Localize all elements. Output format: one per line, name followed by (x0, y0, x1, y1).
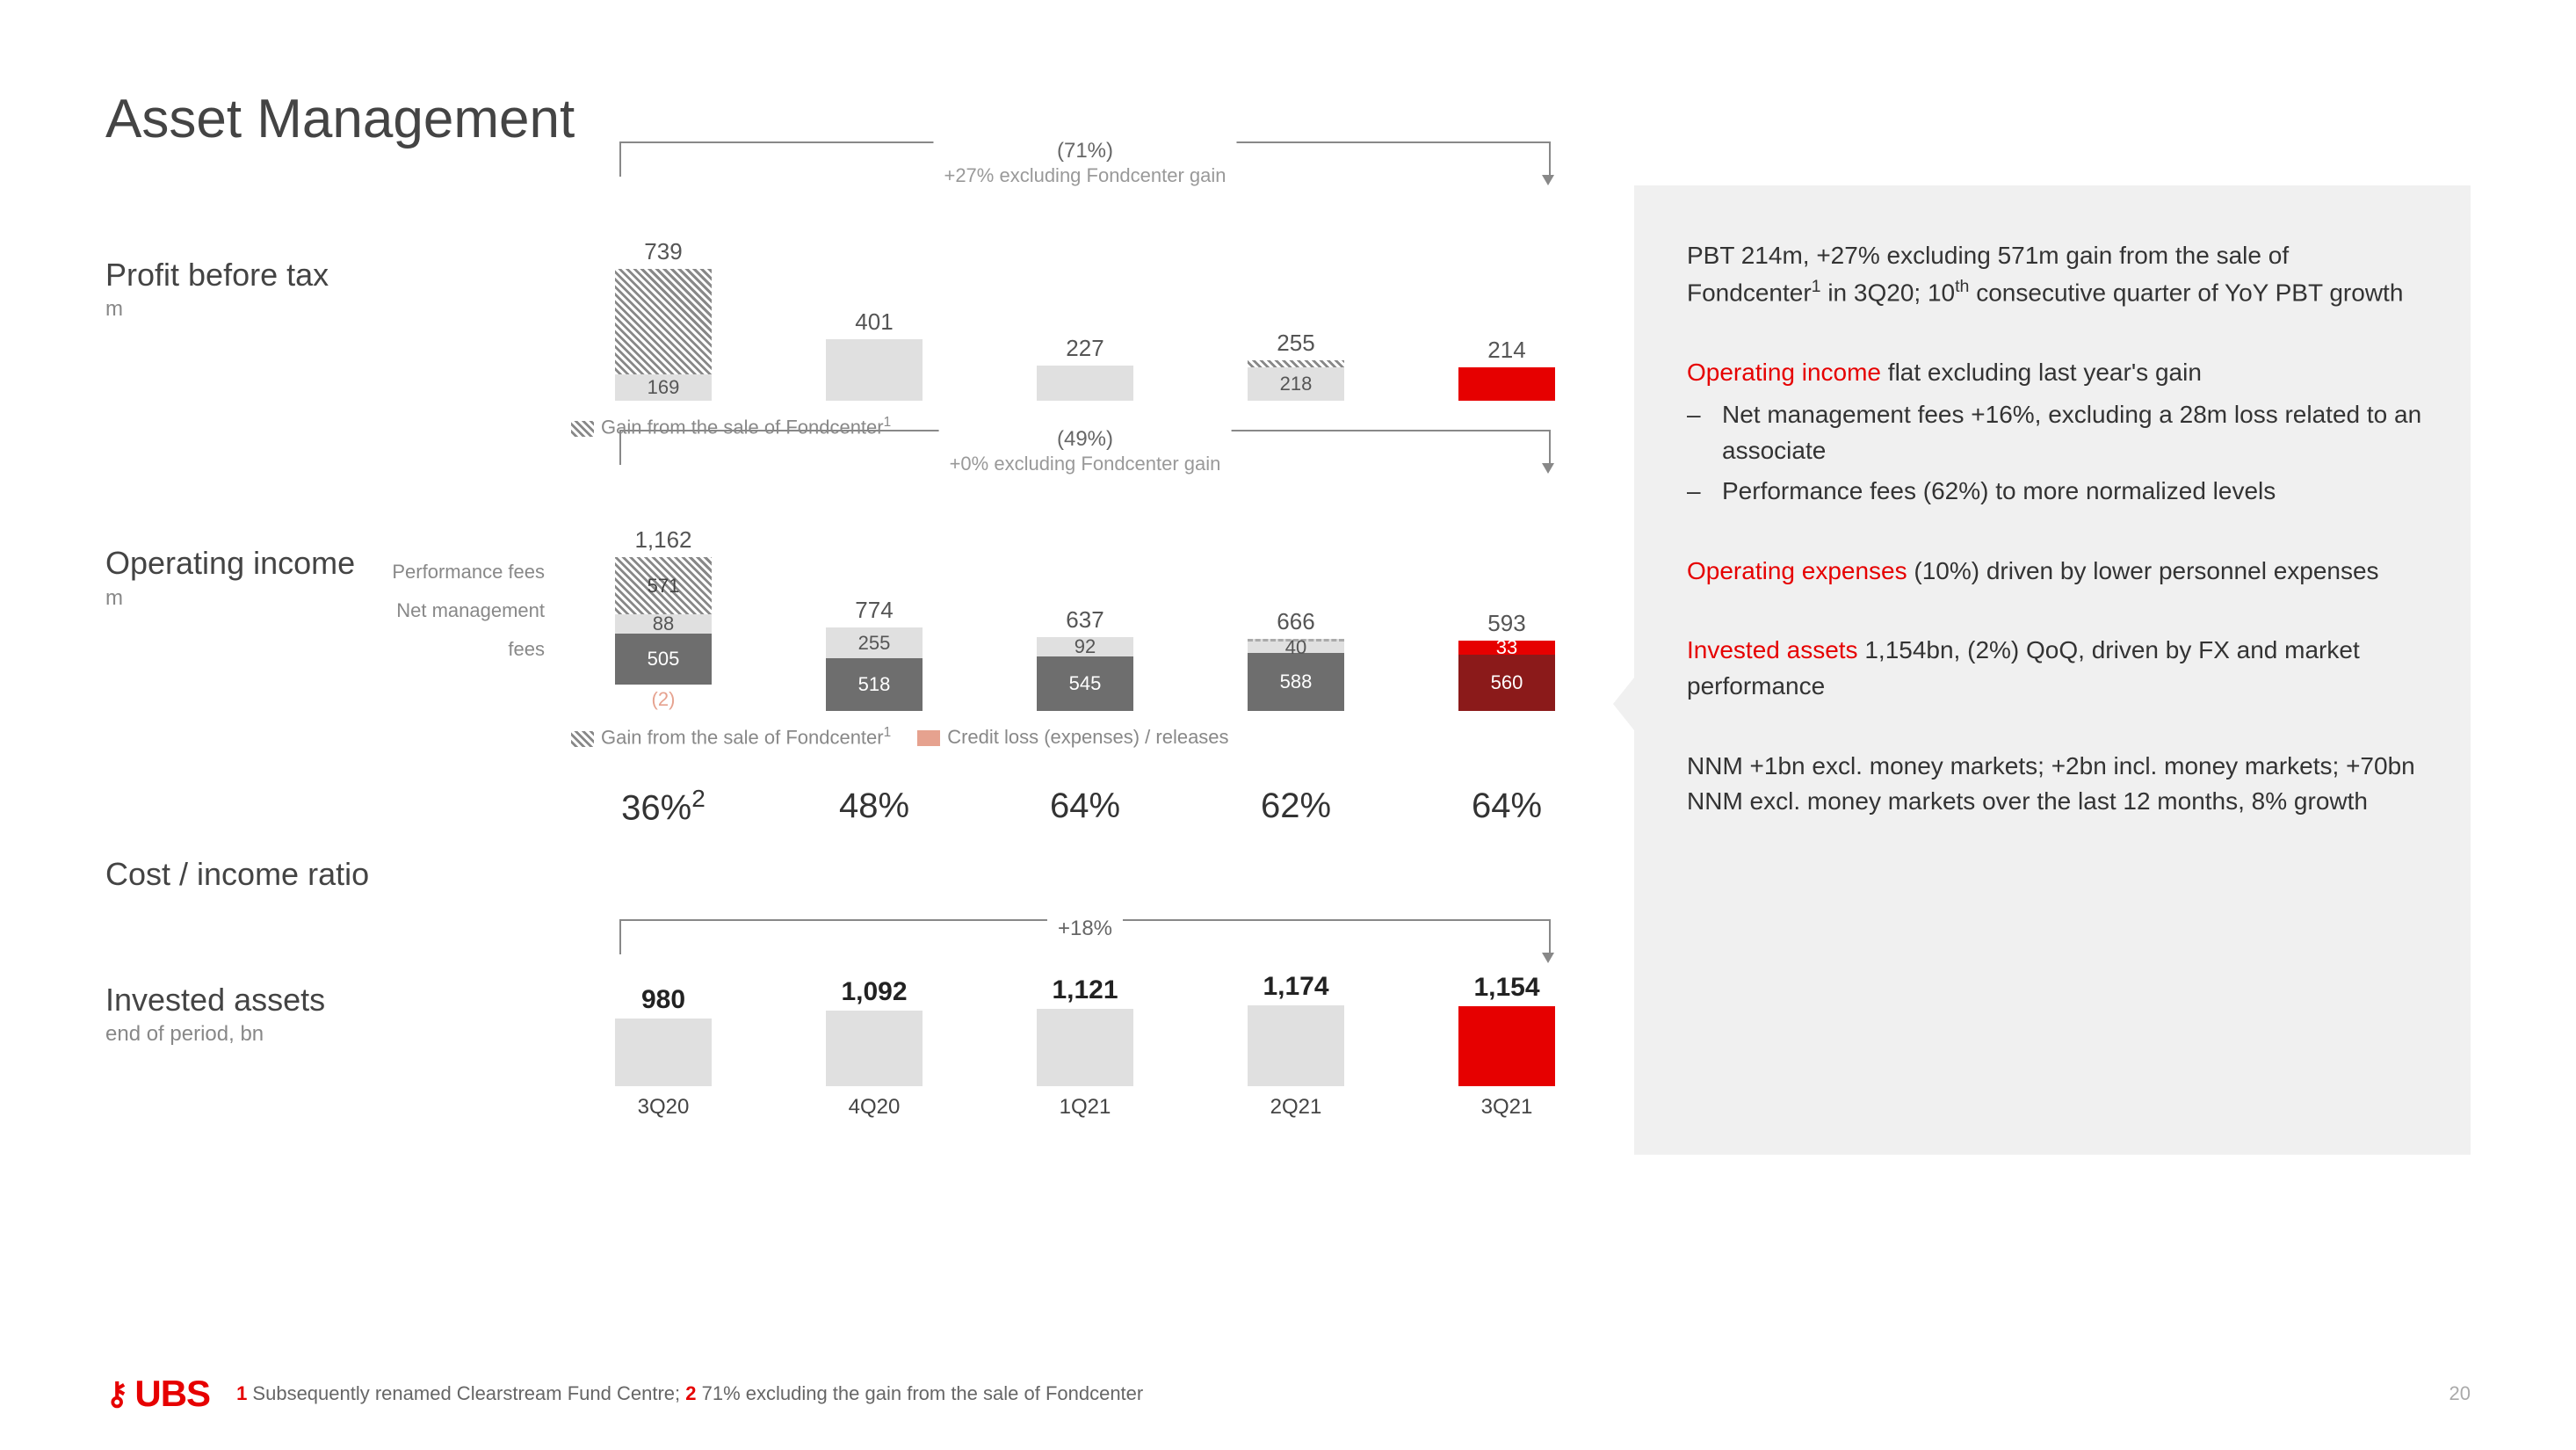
commentary-p3: Operating expenses (10%) driven by lower… (1687, 554, 2427, 590)
ratio-v1: 48% (839, 787, 909, 826)
op-v1: 774 (855, 597, 893, 624)
op-chart: Performance feesNet management fees (49%… (571, 474, 1599, 749)
ratio-v0: 36%2 (621, 785, 706, 828)
ratio-label: Cost / income ratio (105, 855, 571, 893)
assets-label: Invested assets (105, 981, 571, 1019)
assets-v2: 1,121 (1052, 975, 1118, 1005)
pbt-chart: (71%)+27% excluding Fondcenter gain 7391… (571, 185, 1599, 439)
op-legend2: Credit loss (expenses) / releases (947, 726, 1228, 748)
pbt-v2: 227 (1066, 335, 1103, 362)
commentary-p5: NNM +1bn excl. money markets; +2bn incl.… (1687, 749, 2427, 820)
op-row: Operating income m Performance feesNet m… (105, 474, 1599, 749)
pbt-label: Profit before tax (105, 256, 571, 294)
pbt-unit: m (105, 297, 571, 322)
pbt-v1: 401 (855, 308, 893, 336)
assets-chart: +18% 9803Q20 1,0924Q20 1,1211Q21 1,1742Q… (571, 928, 1599, 1120)
footer: ⚷UBS 1 Subsequently renamed Clearstream … (105, 1373, 2471, 1415)
op-v0: 1,162 (634, 526, 691, 554)
assets-bracket: +18% (619, 919, 1551, 954)
assets-v0: 980 (641, 985, 685, 1015)
commentary-p1: PBT 214m, +27% excluding 571m gain from … (1687, 238, 2427, 311)
assets-v4: 1,154 (1473, 973, 1539, 1003)
commentary-p4: Invested assets 1,154bn, (2%) QoQ, drive… (1687, 633, 2427, 704)
page-number: 20 (2449, 1382, 2471, 1405)
op-v4: 593 (1487, 610, 1525, 637)
assets-bracket-pct: +18% (1058, 917, 1112, 940)
ubs-logo: ⚷UBS (105, 1373, 210, 1415)
assets-v3: 1,174 (1263, 972, 1328, 1002)
commentary-b1: Net management fees +16%, excluding a 28… (1687, 397, 2427, 468)
keys-icon: ⚷ (105, 1375, 127, 1412)
footnote: 1 Subsequently renamed Clearstream Fund … (236, 1382, 1143, 1405)
pbt-row: Profit before tax m (71%)+27% excluding … (105, 185, 1599, 439)
op-bracket-sub: +0% excluding Fondcenter gain (950, 453, 1221, 475)
commentary-b2: Performance fees (62%) to more normalize… (1687, 474, 2427, 510)
pbt-v0: 739 (644, 238, 682, 265)
period-3: 2Q21 (1270, 1095, 1322, 1120)
pbt-v4: 214 (1487, 337, 1525, 364)
period-1: 4Q20 (849, 1095, 901, 1120)
pbt-bracket-pct: (71%) (1057, 139, 1113, 163)
op-sublabel2: Net management fees (360, 591, 545, 669)
ratio-row: Cost / income ratio 36%2 48% 64% 62% 64% (105, 785, 1599, 893)
period-2: 1Q21 (1060, 1095, 1111, 1120)
op-bracket-pct: (49%) (1057, 427, 1113, 451)
op-v2: 637 (1066, 606, 1103, 634)
op-bracket: (49%)+0% excluding Fondcenter gain (619, 430, 1551, 465)
ratio-v4: 64% (1472, 787, 1542, 826)
period-4: 3Q21 (1481, 1095, 1533, 1120)
op-sublabel1: Performance fees (360, 553, 545, 591)
ratio-v3: 62% (1261, 787, 1331, 826)
assets-v1: 1,092 (841, 977, 907, 1007)
pbt-v3: 255 (1277, 330, 1314, 357)
period-0: 3Q20 (638, 1095, 690, 1120)
op-legend1: Gain from the sale of Fondcenter (601, 727, 884, 749)
commentary-p2: Operating income flat excluding last yea… (1687, 355, 2427, 391)
commentary-panel: PBT 214m, +27% excluding 571m gain from … (1634, 185, 2471, 1155)
ratio-v2: 64% (1050, 787, 1120, 826)
op-v3: 666 (1277, 608, 1314, 635)
assets-row: Invested assets end of period, bn +18% 9… (105, 928, 1599, 1120)
pbt-bracket: (71%)+27% excluding Fondcenter gain (619, 141, 1551, 177)
pbt-bracket-sub: +27% excluding Fondcenter gain (944, 164, 1226, 186)
charts-panel: Profit before tax m (71%)+27% excluding … (105, 185, 1599, 1155)
assets-unit: end of period, bn (105, 1022, 571, 1047)
